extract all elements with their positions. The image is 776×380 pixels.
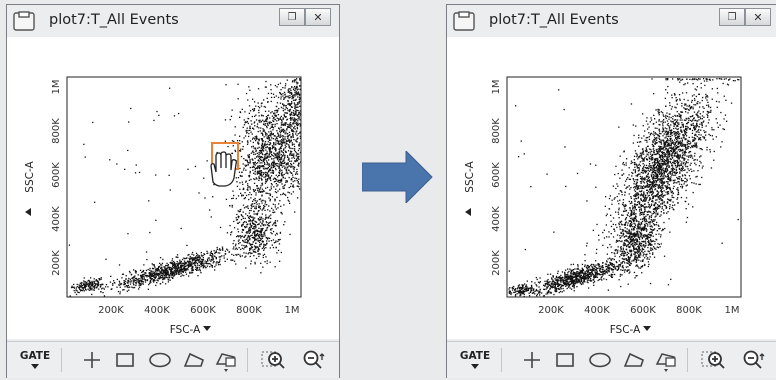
- plot-frame: [66, 76, 302, 298]
- crosshair-icon: [524, 352, 540, 368]
- window-title: plot7:T_All Events: [49, 12, 179, 28]
- y-tick-label: 800K: [491, 118, 502, 144]
- polygon-gate-tool[interactable]: [181, 346, 207, 374]
- y-tick-label: 400K: [51, 206, 62, 232]
- y-axis-label: SSC-A: [24, 160, 36, 192]
- y-axis: 200K 400K 600K 800K 1M SSC-A: [464, 80, 502, 276]
- crosshair-icon: [84, 352, 100, 368]
- x-axis-label: FSC-A: [170, 324, 201, 336]
- gate-label: GATE: [19, 350, 51, 362]
- plot-frame: [506, 76, 742, 298]
- y-tick-label: 200K: [491, 250, 502, 276]
- rectangle-gate-tool[interactable]: [553, 346, 577, 374]
- ellipse-gate-icon: [589, 352, 611, 368]
- y-tick-label: 600K: [491, 162, 502, 188]
- zoom-in-button[interactable]: [699, 346, 729, 374]
- scatter-plot[interactable]: 200K 400K 600K 800K 1M SSC-A 200K 400K 6…: [447, 37, 776, 339]
- y-tick-label: 1M: [51, 80, 62, 95]
- rectangle-gate-icon: [116, 353, 134, 367]
- y-axis-label: SSC-A: [464, 160, 476, 192]
- restore-button[interactable]: ❐: [279, 8, 305, 26]
- plot-area[interactable]: 200K 400K 600K 800K 1M SSC-A 200K 400K 6…: [7, 37, 339, 339]
- chevron-down-icon: [471, 364, 479, 369]
- zoom-in-icon: [701, 351, 725, 369]
- y-tick-label: 800K: [51, 118, 62, 144]
- x-tick-label: 600K: [190, 305, 216, 316]
- transition-arrow-icon: [362, 151, 433, 203]
- hand-cursor-icon: [210, 151, 237, 187]
- ellipse-gate-tool[interactable]: [147, 346, 173, 374]
- rectangle-gate-tool[interactable]: [113, 346, 137, 374]
- scatter-dots: [68, 78, 302, 297]
- y-axis-dropdown-icon: [465, 208, 471, 216]
- x-axis-label: FSC-A: [610, 324, 641, 336]
- close-icon: ✕: [753, 10, 763, 24]
- zoom-out-icon: [303, 350, 325, 369]
- scatter-plot[interactable]: 200K 400K 600K 800K 1M SSC-A 200K 400K 6…: [7, 37, 339, 339]
- y-tick-label: 200K: [51, 250, 62, 276]
- y-tick-label: 1M: [491, 80, 502, 95]
- zoom-out-button[interactable]: [299, 346, 329, 374]
- x-tick-label: 800K: [236, 305, 262, 316]
- chevron-down-icon: [31, 364, 39, 369]
- title-bar[interactable]: plot7:T_All Events ❐ ✕: [447, 5, 776, 37]
- gate-button[interactable]: GATE: [17, 346, 53, 374]
- zoom-in-button[interactable]: [259, 346, 289, 374]
- x-axis-dropdown-icon: [643, 326, 651, 331]
- polygon-gate-tool[interactable]: [621, 346, 647, 374]
- gate-button[interactable]: GATE: [457, 346, 493, 374]
- zoom-out-icon: [743, 350, 765, 369]
- close-button[interactable]: ✕: [745, 8, 771, 26]
- plot-window-after: plot7:T_All Events ❐ ✕ 200K 400K 600K 80…: [446, 4, 776, 378]
- gate-toolbar: GATE: [447, 341, 776, 378]
- plot-area[interactable]: 200K 400K 600K 800K 1M SSC-A 200K 400K 6…: [447, 37, 776, 339]
- polygon-gate-icon: [183, 352, 204, 367]
- cursor-gate-icon: [215, 353, 236, 372]
- x-axis-dropdown-icon: [203, 326, 211, 331]
- restore-button[interactable]: ❐: [719, 8, 745, 26]
- x-tick-label: 1M: [725, 305, 740, 316]
- gate-toolbar: GATE: [7, 341, 339, 378]
- x-tick-label: 600K: [630, 305, 656, 316]
- x-axis: 200K 400K 600K 800K 1M FSC-A: [98, 305, 299, 336]
- plot-window-before: plot7:T_All Events ❐ ✕ 200K 400K 600K 80…: [6, 4, 340, 378]
- x-tick-label: 400K: [584, 305, 610, 316]
- close-icon: ✕: [313, 10, 323, 24]
- ellipse-gate-icon: [149, 352, 171, 368]
- x-tick-label: 1M: [285, 305, 300, 316]
- title-bar[interactable]: plot7:T_All Events ❐ ✕: [7, 5, 339, 37]
- cursor-gate-tool[interactable]: [653, 346, 681, 374]
- y-axis-dropdown-icon: [25, 208, 31, 216]
- y-tick-label: 400K: [491, 206, 502, 232]
- polygon-gate-icon: [623, 352, 644, 367]
- x-axis: 200K 400K 600K 800K 1M FSC-A: [538, 305, 739, 336]
- window-icon: [13, 11, 35, 31]
- rectangle-gate-icon: [556, 353, 574, 367]
- ellipse-gate-tool[interactable]: [587, 346, 613, 374]
- window-icon: [453, 11, 475, 31]
- zoom-in-icon: [261, 351, 285, 369]
- x-tick-label: 800K: [676, 305, 702, 316]
- restore-icon: ❐: [727, 11, 737, 23]
- x-tick-label: 200K: [538, 305, 564, 316]
- scatter-dots: [508, 78, 740, 298]
- x-tick-label: 200K: [98, 305, 124, 316]
- x-tick-label: 400K: [144, 305, 170, 316]
- y-tick-label: 600K: [51, 162, 62, 188]
- gate-label: GATE: [459, 350, 491, 362]
- y-axis: 200K 400K 600K 800K 1M SSC-A: [24, 80, 62, 276]
- cursor-gate-icon: [655, 353, 676, 372]
- crosshair-tool[interactable]: [81, 346, 103, 374]
- close-button[interactable]: ✕: [305, 8, 331, 26]
- window-title: plot7:T_All Events: [489, 12, 619, 28]
- crosshair-tool[interactable]: [521, 346, 543, 374]
- restore-icon: ❐: [287, 11, 297, 23]
- zoom-out-button[interactable]: [739, 346, 769, 374]
- cursor-gate-tool[interactable]: [213, 346, 241, 374]
